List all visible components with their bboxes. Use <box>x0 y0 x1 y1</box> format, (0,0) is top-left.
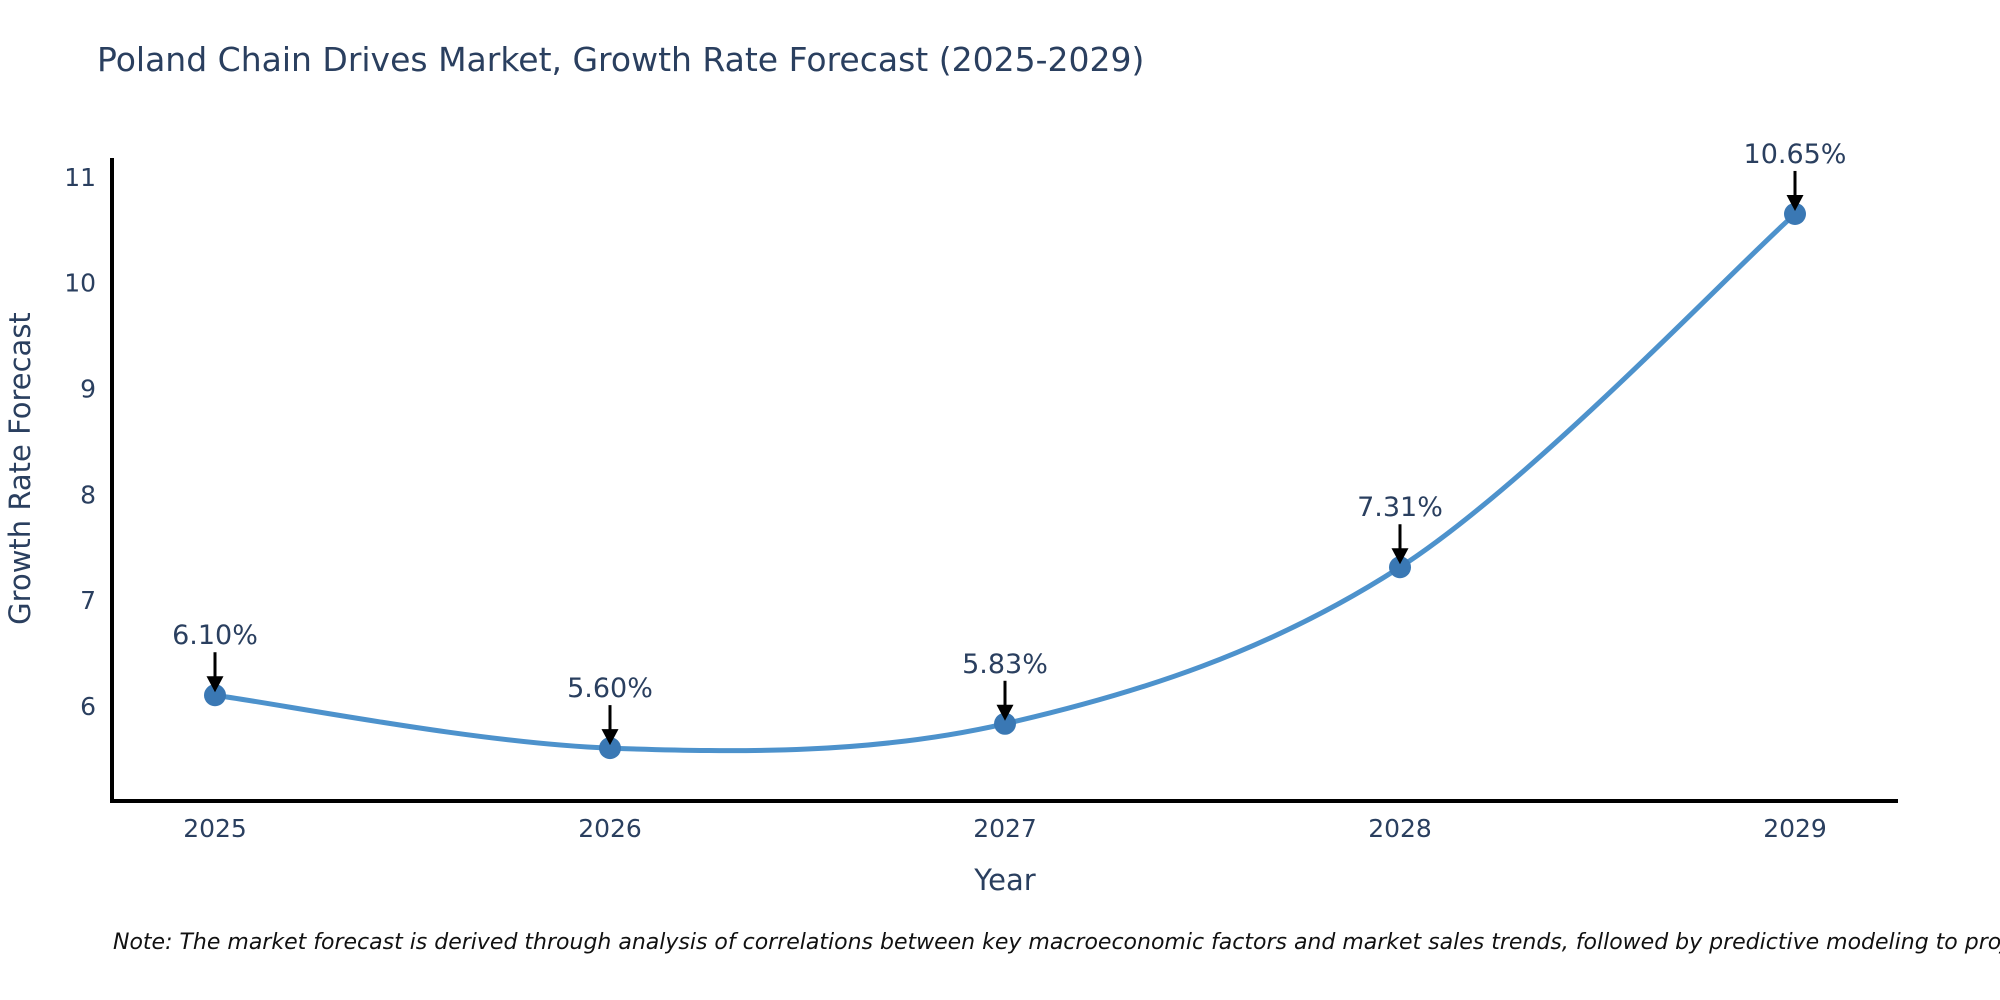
data-label-2025: 6.10% <box>172 620 258 651</box>
x-axis-title: Year <box>973 863 1035 897</box>
y-tick-label: 10 <box>64 269 96 298</box>
trend-line <box>214 212 1797 754</box>
annotation-arrow-head <box>1391 548 1409 565</box>
y-axis-title: Growth Rate Forecast <box>3 312 37 625</box>
x-tick-label: 2028 <box>1368 814 1432 843</box>
data-label-2029: 10.65% <box>1744 139 1847 170</box>
x-tick-label: 2026 <box>578 814 642 843</box>
x-tick-label: 2025 <box>183 814 247 843</box>
annotation-arrow-head <box>206 676 224 693</box>
data-label-2026: 5.60% <box>567 673 653 704</box>
footnote: Note: The market forecast is derived thr… <box>113 930 2000 955</box>
data-point-2028 <box>1389 556 1411 579</box>
y-tick-label: 7 <box>80 586 96 615</box>
y-tick-label: 9 <box>80 374 96 403</box>
y-tick-label: 11 <box>64 163 96 192</box>
annotation-arrow-head <box>1786 194 1804 211</box>
y-tick-label: 6 <box>80 692 96 721</box>
annotation-arrow-head <box>601 729 619 746</box>
data-label-2027: 5.83% <box>962 649 1048 680</box>
chart-title: Poland Chain Drives Market, Growth Rate … <box>97 40 1145 79</box>
data-point-2025 <box>204 684 226 707</box>
data-label-2028: 7.31% <box>1357 492 1443 523</box>
data-point-2029 <box>1784 202 1806 225</box>
x-tick-label: 2029 <box>1763 814 1827 843</box>
data-point-2027 <box>994 712 1016 735</box>
annotation-arrow-head <box>996 704 1014 721</box>
x-tick-label: 2027 <box>973 814 1037 843</box>
data-point-2026 <box>599 737 621 760</box>
y-tick-label: 8 <box>80 480 96 509</box>
